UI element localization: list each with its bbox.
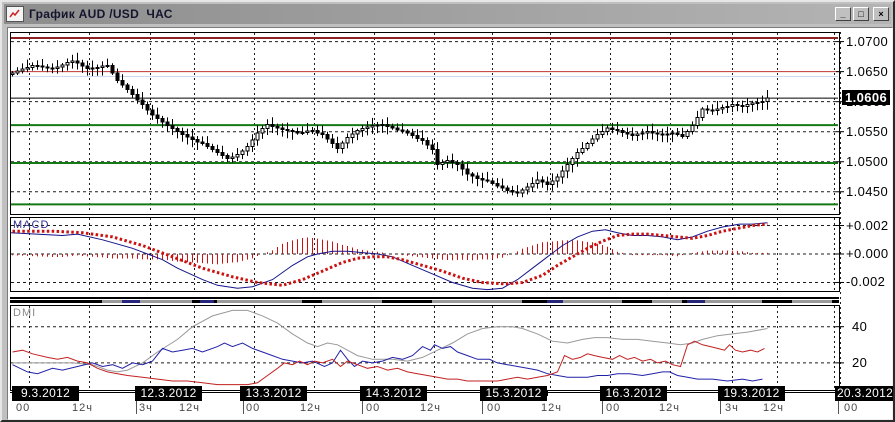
- chart-icon: [6, 6, 24, 22]
- window-title: График AUD /USD ЧАС: [29, 7, 173, 21]
- maximize-button[interactable]: □: [853, 7, 869, 21]
- close-button[interactable]: ×: [873, 7, 889, 21]
- minimize-button[interactable]: _: [835, 7, 851, 21]
- title-bar[interactable]: График AUD /USD ЧАС _ □ ×: [4, 4, 891, 24]
